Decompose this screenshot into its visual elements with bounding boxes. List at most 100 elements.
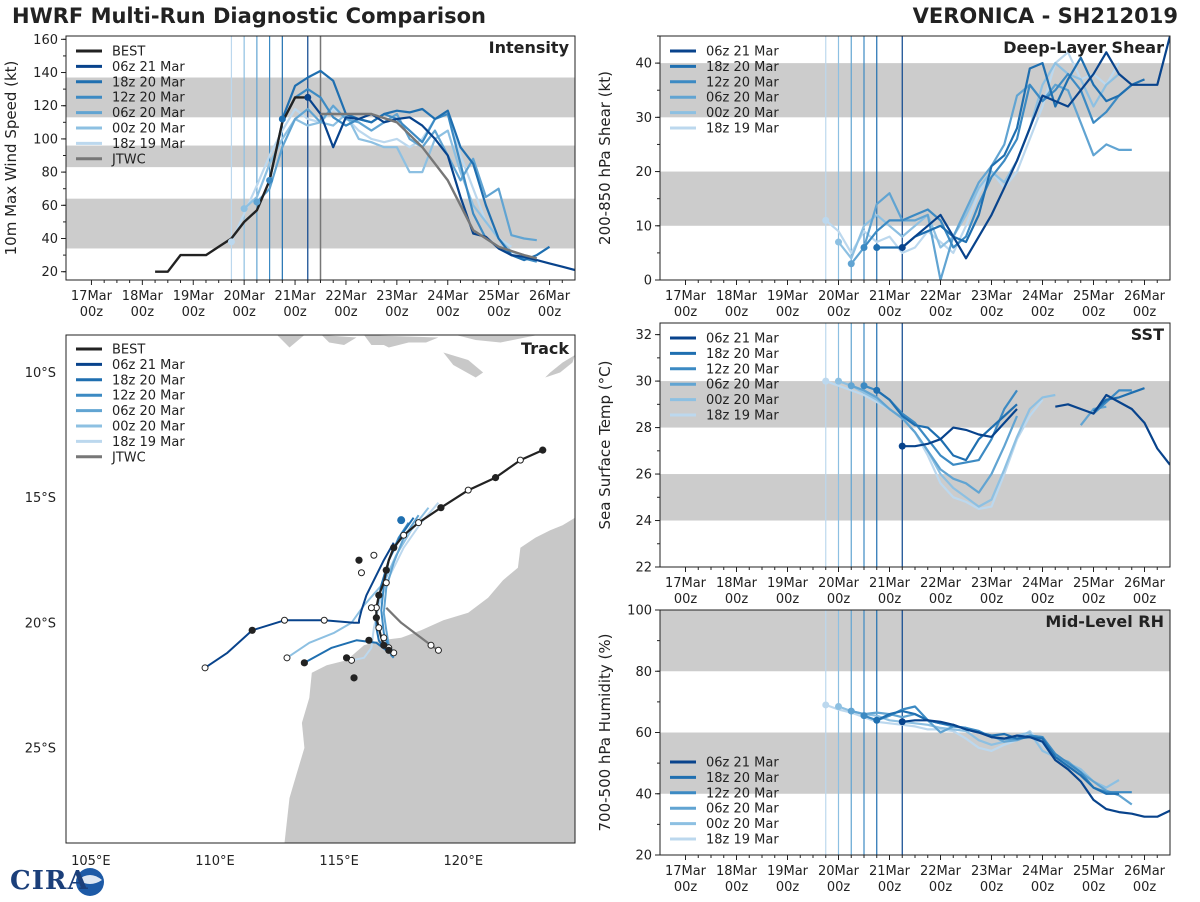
rh-xtick-label: 00z xyxy=(1031,880,1055,895)
intensity-init-marker xyxy=(304,93,312,101)
track-open-marker xyxy=(434,646,442,654)
shear-xtick-label: 26Mar xyxy=(1124,289,1166,304)
sst-ytick-label: 32 xyxy=(635,328,652,343)
intensity-ytick-label: 40 xyxy=(41,232,58,247)
rh-xtick-label: 25Mar xyxy=(1073,864,1115,879)
rh-init-marker xyxy=(822,701,830,709)
sst-legend-label: 06z 21 Mar xyxy=(706,332,779,347)
sst-series-18z-20-Mar-1 xyxy=(1092,387,1145,413)
intensity-legend-label: 06z 20 Mar xyxy=(112,106,185,121)
intensity-xtick-label: 23Mar xyxy=(376,289,418,304)
sst-plot-area xyxy=(822,377,1170,510)
storm-id-title: VERONICA - SH212019 xyxy=(912,4,1178,28)
track-legend-label: 18z 20 Mar xyxy=(112,373,185,388)
intensity-xtick-label: 26Mar xyxy=(529,289,571,304)
intensity-ylabel: 10m Max Wind Speed (kt) xyxy=(2,61,20,256)
intensity-xtick-label: 00z xyxy=(385,305,409,320)
rh-xtick-label: 24Mar xyxy=(1022,864,1064,879)
sst-ytick-label: 30 xyxy=(635,375,652,390)
sst-init-marker xyxy=(835,377,842,385)
land-polygon-0 xyxy=(284,517,575,843)
track-xtick-label: 110°E xyxy=(195,854,235,869)
sst-xtick-label: 22Mar xyxy=(920,576,962,591)
shear-xtick-label: 00z xyxy=(725,305,749,320)
sst-xtick-label: 00z xyxy=(980,592,1004,607)
rh-ytick-label: 60 xyxy=(635,726,652,741)
shear-ytick-label: 0 xyxy=(644,274,652,289)
land-polygon-2 xyxy=(321,335,357,345)
shear-legend-label: 12z 20 Mar xyxy=(706,75,779,90)
track-panel: 105°E 110°E 115°E 120°E 10°S 15°S 20°S 25°S Trac… xyxy=(25,334,576,869)
intensity-xtick-label: 19Mar xyxy=(173,289,215,304)
intensity-xtick-label: 00z xyxy=(283,305,307,320)
rh-band-0 xyxy=(660,732,1170,794)
shear-xtick-label: 21Mar xyxy=(869,289,911,304)
track-xtick-label: 120°E xyxy=(444,854,484,869)
intensity-xtick-label: 18Mar xyxy=(122,289,164,304)
rh-xtick-label: 00z xyxy=(776,880,800,895)
rh-xtick-label: 21Mar xyxy=(869,864,911,879)
shear-xtick-label: 23Mar xyxy=(971,289,1013,304)
track-open-marker xyxy=(380,634,388,642)
intensity-ytick-label: 140 xyxy=(33,66,58,81)
rh-init-marker xyxy=(873,716,881,724)
sst-xtick-label: 00z xyxy=(725,592,749,607)
intensity-xtick-label: 22Mar xyxy=(325,289,367,304)
intensity-legend-label: 18z 20 Mar xyxy=(112,75,185,90)
intensity-xtick-label: 20Mar xyxy=(224,289,266,304)
track-open-marker xyxy=(283,654,291,662)
intensity-init-marker xyxy=(240,205,248,213)
shear-xtick-label: 25Mar xyxy=(1073,289,1115,304)
shear-xtick-label: 22Mar xyxy=(920,289,962,304)
rh-legend-label: 06z 20 Mar xyxy=(706,802,779,817)
track-best-marker xyxy=(382,566,390,574)
shear-series-06z-21-Mar xyxy=(901,36,1170,260)
shear-xtick-label: 19Mar xyxy=(767,289,809,304)
sst-series-06z-21-Mar xyxy=(902,408,1018,448)
rh-xtick-label: 00z xyxy=(1133,880,1157,895)
logo-text: CIRA xyxy=(10,866,89,896)
intensity-init-marker xyxy=(253,198,261,206)
shear-ytick-label: 30 xyxy=(635,111,652,126)
intensity-plot-area xyxy=(155,69,575,273)
track-open-marker xyxy=(201,664,209,672)
track-open-marker xyxy=(427,641,435,649)
rh-xtick-label: 00z xyxy=(827,880,851,895)
shear-xtick-label: 00z xyxy=(980,305,1004,320)
sst-series-12z-20-Mar-1 xyxy=(1092,389,1132,415)
intensity-init-marker xyxy=(278,115,286,123)
land-polygon-4 xyxy=(443,352,484,378)
track-open-marker xyxy=(415,519,423,527)
intensity-xtick-label: 00z xyxy=(80,305,104,320)
sst-xtick-label: 00z xyxy=(776,592,800,607)
intensity-init-marker xyxy=(227,238,235,246)
intensity-legend-label: 12z 20 Mar xyxy=(112,91,185,106)
shear-xtick-label: 00z xyxy=(878,305,902,320)
rh-xtick-label: 17Mar xyxy=(665,864,707,879)
intensity-init-marker xyxy=(266,176,274,184)
rh-init-marker xyxy=(860,712,868,720)
sst-xtick-label: 00z xyxy=(827,592,851,607)
shear-xtick-label: 17Mar xyxy=(665,289,707,304)
track-xtick-label: 115°E xyxy=(319,854,359,869)
rh-xtick-label: 22Mar xyxy=(920,864,962,879)
sst-xtick-label: 18Mar xyxy=(716,576,758,591)
track-open-marker xyxy=(464,486,472,494)
track-open-marker xyxy=(357,569,365,577)
shear-title: Deep-Layer Shear xyxy=(1003,38,1164,57)
track-ytick-label: 25°S xyxy=(25,741,56,756)
sst-xtick-label: 00z xyxy=(1082,592,1106,607)
track-best-marker xyxy=(385,646,393,654)
track-best-marker xyxy=(390,544,398,552)
land-polygon-5 xyxy=(455,335,538,343)
shear-xtick-label: 00z xyxy=(776,305,800,320)
sst-xtick-label: 25Mar xyxy=(1073,576,1115,591)
sst-xtick-label: 19Mar xyxy=(767,576,809,591)
track-00z-20-Mar xyxy=(286,507,430,659)
intensity-ytick-label: 60 xyxy=(41,199,58,214)
intensity-xtick-label: 00z xyxy=(487,305,511,320)
rh-title: Mid-Level RH xyxy=(1045,612,1164,631)
shear-legend-label: 06z 21 Mar xyxy=(706,45,779,60)
sst-init-marker xyxy=(860,382,868,390)
shear-xtick-label: 18Mar xyxy=(716,289,758,304)
